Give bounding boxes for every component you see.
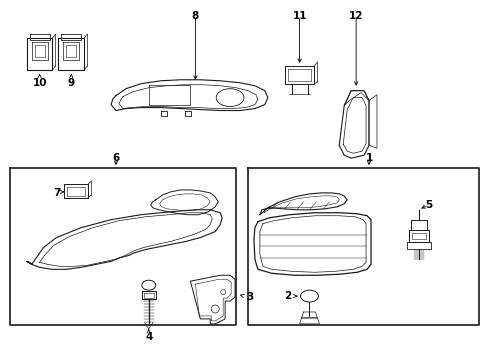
Text: 10: 10 [32,78,47,88]
Text: 2: 2 [284,291,291,301]
Text: 12: 12 [348,11,363,21]
Text: 11: 11 [292,11,306,21]
Text: 9: 9 [68,78,75,88]
Text: 7: 7 [53,188,60,198]
Text: 4: 4 [145,332,152,342]
Text: 6: 6 [112,153,120,163]
Text: 5: 5 [424,200,431,210]
Text: 8: 8 [191,11,199,21]
Text: 3: 3 [246,292,253,302]
Text: 1: 1 [365,153,372,163]
